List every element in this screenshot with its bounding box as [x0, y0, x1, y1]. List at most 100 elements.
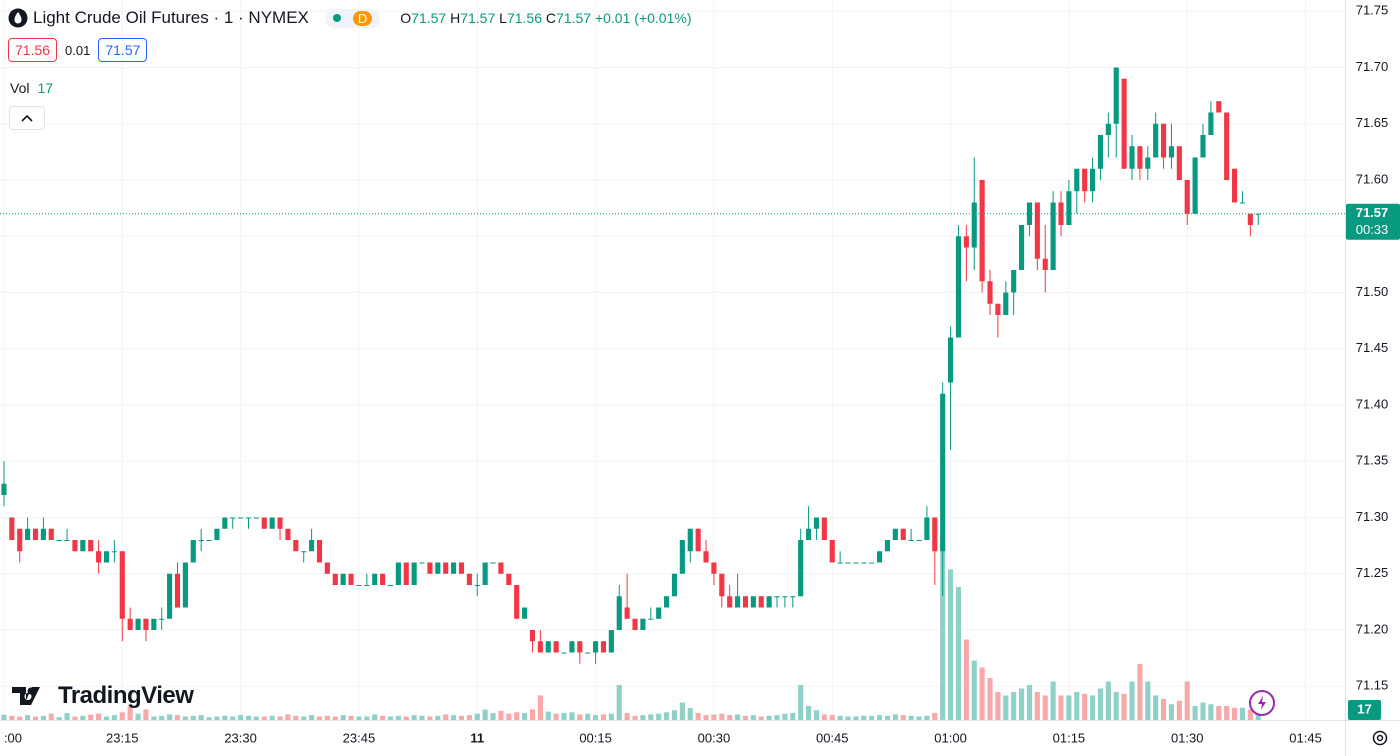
candle-body: [1105, 123, 1111, 135]
ask[interactable]: 71.57: [98, 38, 148, 62]
candle-body: [569, 641, 575, 653]
candle-body: [837, 562, 843, 564]
y-tick-label: 71.25: [1356, 565, 1389, 580]
volume-bar: [277, 716, 283, 720]
volume-bar: [1129, 681, 1135, 720]
volume-bar: [143, 709, 149, 720]
volume-bar: [1247, 709, 1253, 720]
volume-bar: [135, 713, 141, 720]
candle-body: [127, 618, 133, 630]
change: +0.01: [594, 10, 631, 26]
candle-body: [955, 236, 962, 338]
candle-body: [1192, 157, 1198, 214]
settings-button[interactable]: [1370, 728, 1390, 748]
candle-body: [198, 540, 204, 541]
x-tick-label: 23:45: [343, 730, 376, 745]
candle-body: [119, 551, 125, 619]
volume-bar: [908, 715, 914, 720]
volume-bar: [1003, 695, 1009, 720]
volume-bar: [364, 716, 370, 720]
volume-bar: [813, 710, 820, 720]
delay-badge: D: [352, 10, 373, 26]
candle-body: [182, 562, 188, 608]
volume-bar: [56, 717, 62, 720]
c-label: C: [545, 10, 557, 26]
y-tick-label: 71.45: [1356, 340, 1389, 355]
y-tick-label: 71.20: [1356, 621, 1389, 636]
volume-bar: [932, 713, 938, 720]
candle-body: [593, 641, 599, 653]
candle-body: [72, 540, 78, 552]
bid[interactable]: 71.56: [8, 38, 58, 62]
candle-body: [948, 337, 954, 383]
candle-body: [719, 573, 725, 597]
volume-bar: [924, 715, 930, 720]
volume-bar: [506, 713, 512, 720]
vol-label: Vol: [10, 80, 30, 96]
collapse-button[interactable]: [9, 106, 45, 130]
volume-bar: [190, 715, 196, 720]
candle-body: [253, 517, 259, 519]
last-volume-label: 17: [1357, 701, 1371, 716]
volume-bar: [735, 714, 741, 720]
volume-bar: [159, 715, 165, 720]
candle-body: [356, 585, 362, 586]
market-dot: [332, 14, 341, 22]
candle-body: [190, 540, 196, 563]
candle-body: [490, 562, 496, 564]
volume-bar: [869, 715, 875, 720]
candle-body: [1184, 180, 1190, 214]
volume-bar: [1066, 695, 1072, 720]
volume-bar: [1121, 693, 1127, 720]
candle-body: [1137, 146, 1143, 169]
candle-body: [411, 562, 417, 585]
volume-bar: [877, 715, 883, 720]
candle-body: [529, 630, 536, 642]
candle-body: [301, 551, 307, 553]
candle-body: [214, 528, 220, 540]
volume-bar: [309, 715, 315, 720]
candle-body: [1113, 67, 1119, 124]
flash-button[interactable]: [1249, 690, 1275, 716]
volume-bar: [774, 715, 780, 720]
status-pill[interactable]: D: [324, 8, 381, 28]
volume-bar: [119, 712, 125, 720]
l-value: 71.56: [506, 10, 542, 26]
watermark: TradingView: [12, 682, 194, 710]
candle-body: [56, 540, 62, 541]
volume-bar: [17, 716, 23, 720]
candle-body: [245, 517, 252, 519]
candle-body: [482, 562, 488, 585]
candle-body: [608, 630, 614, 653]
volume-bar: [900, 715, 906, 720]
volume-bar: [387, 716, 394, 720]
volume-bar: [1058, 695, 1064, 720]
volume-bar: [411, 715, 417, 720]
candle-body: [1058, 202, 1064, 225]
chevron: [21, 114, 33, 122]
candle-body: [561, 652, 567, 654]
volume-bar: [167, 714, 173, 720]
candle-body: [711, 562, 717, 574]
candle-body: [537, 641, 543, 653]
volume-bar: [111, 715, 117, 720]
volume-bar: [301, 716, 307, 720]
volume-legend: Vol 17: [10, 80, 53, 96]
candle-body: [1168, 146, 1175, 158]
logo-text: TradingView: [58, 682, 194, 709]
volume-bar: [987, 678, 993, 720]
candle-body: [285, 528, 291, 540]
volume-bar: [916, 716, 922, 720]
candle-body: [963, 236, 969, 248]
candle-body: [514, 585, 520, 619]
candle-body: [348, 573, 354, 585]
symbol-title[interactable]: Light Crude Oil Futures · 1 · NYMEX: [33, 8, 309, 27]
x-tick-label: 23:15: [106, 730, 139, 745]
candle-body: [1042, 258, 1048, 270]
volume-bar: [687, 708, 693, 720]
candle-body: [403, 562, 409, 585]
candle-body: [111, 551, 117, 553]
volume-bar: [103, 716, 110, 720]
candle-body: [498, 562, 504, 574]
volume-bar: [727, 715, 733, 720]
